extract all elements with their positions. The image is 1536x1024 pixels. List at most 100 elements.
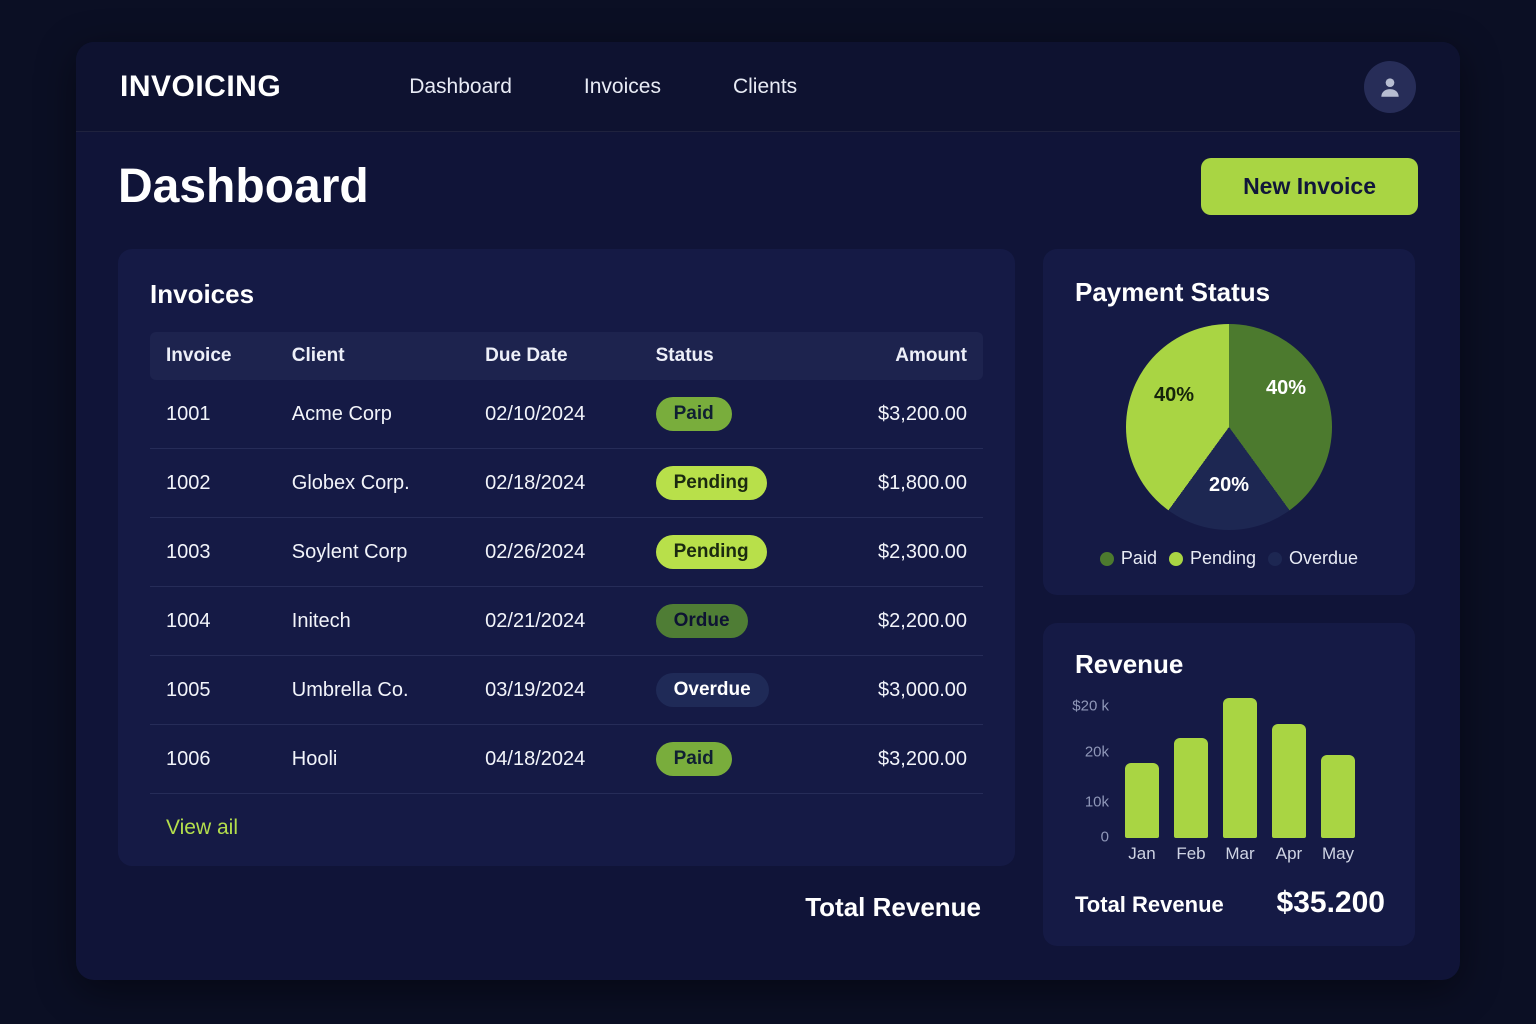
table-row: 1002 Globex Corp. 02/18/2024 Pending $1,… xyxy=(150,448,983,518)
invoice-amount: $2,300.00 xyxy=(826,517,983,587)
column-header-client: Client xyxy=(275,332,470,380)
legend-dot xyxy=(1268,551,1283,566)
due-date: 02/21/2024 xyxy=(469,586,640,656)
legend-dot xyxy=(1168,551,1183,566)
x-axis-label: Feb xyxy=(1176,844,1206,863)
page-title: Dashboard xyxy=(118,160,369,213)
invoices-table: Invoice Client Due Date Status Amount 10… xyxy=(150,332,983,794)
revenue-card: Revenue $20 k 20k 10k 0 xyxy=(1043,623,1415,946)
invoice-amount: $1,800.00 xyxy=(826,448,983,518)
revenue-bar xyxy=(1174,738,1208,838)
invoice-amount: $3,200.00 xyxy=(826,724,983,794)
revenue-bar xyxy=(1272,724,1306,838)
legend-label: Pending xyxy=(1189,548,1257,568)
revenue-bar xyxy=(1223,698,1257,838)
payment-status-card: Payment Status 40% 20% 40% Paid xyxy=(1043,249,1415,595)
revenue-total-value: $35.200 xyxy=(1276,886,1385,919)
y-axis-tick: 10k xyxy=(1084,793,1109,811)
y-axis: $20 k 20k 10k 0 xyxy=(1072,697,1109,864)
payment-status-title: Payment Status xyxy=(1075,277,1271,307)
payment-status-chart: 40% 20% 40% xyxy=(1126,324,1332,530)
client-name: Initech xyxy=(275,586,470,656)
bar-column: Apr xyxy=(1272,724,1306,864)
invoice-number: 1001 xyxy=(150,380,276,449)
legend-item-pending: Pending xyxy=(1168,548,1257,569)
main-area: Dashboard New Invoice Invoices Invoice C… xyxy=(76,132,1460,946)
invoice-number: 1005 xyxy=(150,655,276,725)
invoice-number: 1004 xyxy=(150,586,276,656)
revenue-title: Revenue xyxy=(1075,649,1184,679)
page-head: Dashboard New Invoice xyxy=(118,158,1418,215)
nav-item-invoices[interactable]: Invoices xyxy=(583,74,661,98)
legend-dot xyxy=(1099,551,1114,566)
due-date: 02/18/2024 xyxy=(469,448,640,518)
revenue-bar xyxy=(1321,755,1355,838)
left-column: Invoices Invoice Client Due Date Status … xyxy=(118,249,1015,923)
bar-plot: Jan Feb Mar xyxy=(1125,698,1355,864)
legend-label: Paid xyxy=(1120,548,1157,568)
app-logo: INVOICING xyxy=(120,69,282,103)
client-name: Soylent Corp xyxy=(275,517,470,587)
x-axis-label: Apr xyxy=(1275,844,1303,863)
table-row: 1001 Acme Corp 02/10/2024 Paid $3,200.00 xyxy=(150,380,983,449)
revenue-total-row: Total Revenue $35.200 xyxy=(1075,886,1385,920)
legend-item-overdue: Overdue xyxy=(1268,548,1358,569)
revenue-bar-chart: $20 k 20k 10k 0 Jan xyxy=(1072,697,1385,864)
nav-item-dashboard[interactable]: Dashboard xyxy=(409,74,512,98)
new-invoice-button[interactable]: New Invoice xyxy=(1201,158,1418,215)
invoices-table-body: 1001 Acme Corp 02/10/2024 Paid $3,200.00… xyxy=(150,380,983,794)
x-axis-label: Mar xyxy=(1225,844,1255,863)
bar-column: May xyxy=(1321,755,1355,864)
payment-status-pie xyxy=(1126,324,1332,530)
table-row: 1006 Hooli 04/18/2024 Paid $3,200.00 xyxy=(150,724,983,794)
column-header-invoice: Invoice xyxy=(150,332,276,380)
pie-slice-label-paid: 40% xyxy=(1265,377,1306,399)
y-axis-tick: $20 k xyxy=(1072,697,1109,715)
person-icon xyxy=(1381,77,1399,97)
status-badge: Overdue xyxy=(655,673,769,707)
content-grid: Invoices Invoice Client Due Date Status … xyxy=(118,249,1418,946)
pie-slice-label-pending: 40% xyxy=(1154,384,1195,406)
bar-column: Jan xyxy=(1125,763,1159,864)
invoice-number: 1006 xyxy=(150,724,276,794)
legend-label: Overdue xyxy=(1289,548,1359,568)
column-header-status: Status xyxy=(639,332,827,380)
invoice-amount: $3,200.00 xyxy=(826,380,983,449)
status-badge: Paid xyxy=(655,397,732,431)
y-axis-tick: 0 xyxy=(1100,828,1109,846)
main-nav: Dashboard Invoices Clients xyxy=(409,75,797,99)
pie-legend: Paid Pending Overdue xyxy=(1075,548,1383,569)
y-axis-tick: 20k xyxy=(1084,743,1109,761)
invoices-card-title: Invoices xyxy=(150,279,255,309)
x-axis-label: Jan xyxy=(1128,844,1156,863)
status-badge: Ordue xyxy=(655,604,748,638)
invoice-amount: $2,200.00 xyxy=(826,586,983,656)
due-date: 02/26/2024 xyxy=(469,517,640,587)
app-window: INVOICING Dashboard Invoices Clients Das… xyxy=(76,42,1460,980)
invoice-amount: $3,000.00 xyxy=(826,655,983,725)
client-name: Acme Corp xyxy=(275,380,470,449)
header-row: Invoice Client Due Date Status Amount xyxy=(150,332,983,380)
status-badge: Pending xyxy=(655,466,767,500)
total-revenue-heading: Total Revenue xyxy=(805,892,981,922)
due-date: 04/18/2024 xyxy=(469,724,640,794)
client-name: Globex Corp. xyxy=(275,448,470,518)
user-avatar[interactable] xyxy=(1364,60,1416,113)
revenue-total-label: Total Revenue xyxy=(1075,892,1224,917)
table-row: 1005 Umbrella Co. 03/19/2024 Overdue $3,… xyxy=(150,655,983,725)
pie-slice-label-overdue: 20% xyxy=(1208,474,1250,496)
due-date: 02/10/2024 xyxy=(469,380,640,449)
invoice-number: 1002 xyxy=(150,448,276,518)
table-row: 1003 Soylent Corp 02/26/2024 Pending $2,… xyxy=(150,517,983,587)
legend-item-paid: Paid xyxy=(1099,548,1157,569)
client-name: Umbrella Co. xyxy=(275,655,470,725)
view-all-link[interactable]: View ail xyxy=(166,816,238,839)
client-name: Hooli xyxy=(275,724,470,794)
app-header: INVOICING Dashboard Invoices Clients xyxy=(76,42,1460,132)
nav-item-clients[interactable]: Clients xyxy=(732,74,798,98)
status-badge: Pending xyxy=(655,535,767,569)
table-row: 1004 Initech 02/21/2024 Ordue $2,200.00 xyxy=(150,586,983,656)
x-axis-label: May xyxy=(1321,844,1355,863)
right-column: Payment Status 40% 20% 40% Paid xyxy=(1043,249,1415,946)
column-header-due-date: Due Date xyxy=(469,332,640,380)
